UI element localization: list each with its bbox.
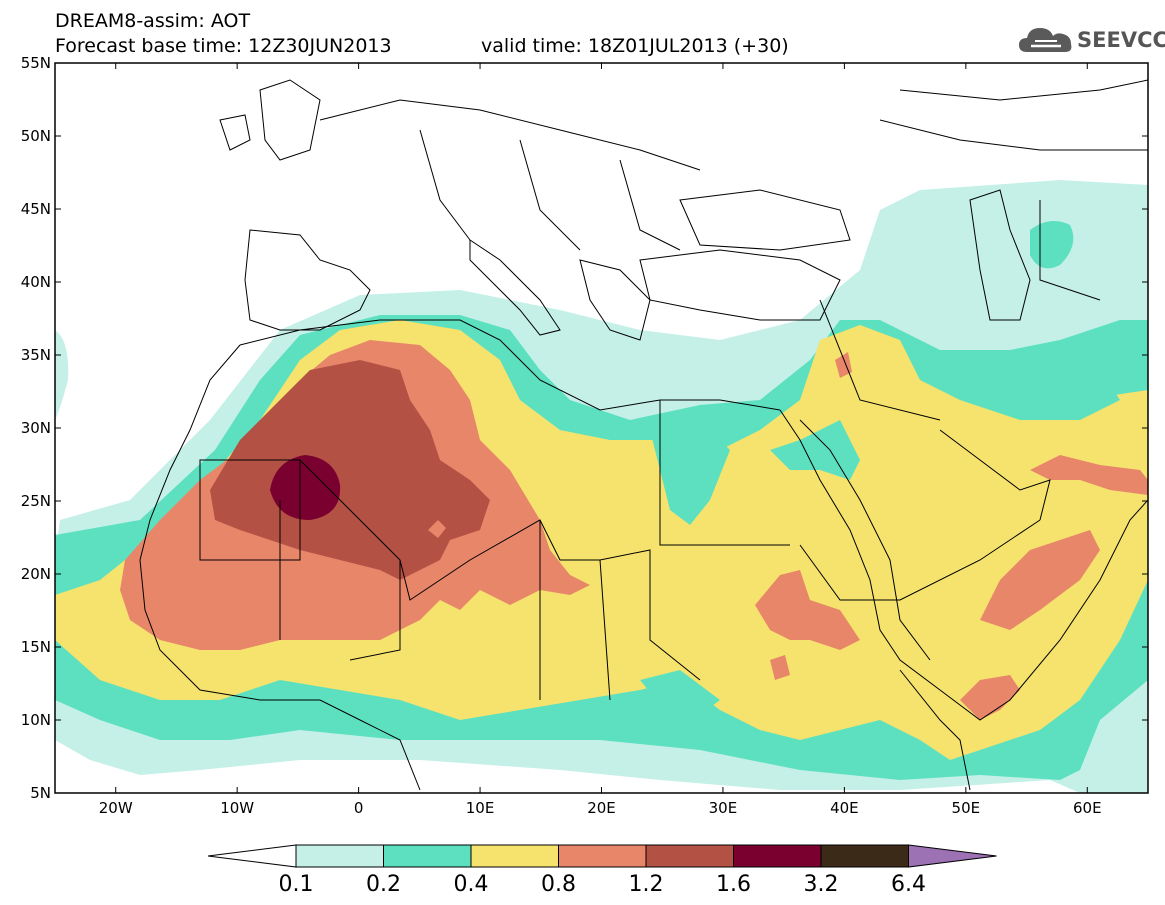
colorbar-max-arrow xyxy=(908,844,997,868)
seevccc-logo: SEEVCCC xyxy=(1017,22,1165,58)
lon-label: 20W xyxy=(99,799,133,817)
lat-label: 20N xyxy=(21,565,51,583)
colorbar-label: 0.2 xyxy=(366,872,401,897)
colorbar-label: 1.2 xyxy=(629,872,664,897)
aot-patch xyxy=(428,520,446,538)
colorbar-label: 3.2 xyxy=(804,872,839,897)
aot-patch xyxy=(755,570,860,650)
lat-label: 10N xyxy=(21,711,51,729)
lon-label: 10E xyxy=(466,799,495,817)
lon-label: 50E xyxy=(952,799,981,817)
lat-label: 30N xyxy=(21,419,51,437)
lat-label: 35N xyxy=(21,346,51,364)
aot-patch xyxy=(930,350,1120,420)
colorbar-label: 0.8 xyxy=(541,872,576,897)
colorbar-min-arrow xyxy=(207,844,297,868)
coastlines xyxy=(139,79,1148,791)
aot-patch xyxy=(640,670,720,715)
colorbar-label: 1.6 xyxy=(716,872,751,897)
aot-patch xyxy=(770,420,860,480)
lat-label: 5N xyxy=(30,784,51,802)
longitude-axis: 20W 10W 0 10E 20E 30E 40E 50E 60E xyxy=(99,63,1102,817)
lat-label: 45N xyxy=(21,200,51,218)
colorbar-segment xyxy=(820,844,909,868)
chart-title: DREAM8-assim: AOT xyxy=(55,10,251,32)
aot-patch xyxy=(650,420,730,525)
aot-field xyxy=(55,63,1148,793)
colorbar-segment xyxy=(645,844,734,868)
colorbar-segment xyxy=(383,844,472,868)
forecast-base-time: Forecast base time: 12Z30JUN2013 xyxy=(55,35,392,57)
aot-patch xyxy=(1030,221,1074,269)
lon-label: 60E xyxy=(1073,799,1102,817)
lon-label: 0 xyxy=(354,799,364,817)
lon-label: 20E xyxy=(587,799,616,817)
colorbar-label: 6.4 xyxy=(891,872,926,897)
lat-label: 15N xyxy=(21,638,51,656)
aot-patch xyxy=(980,530,1100,630)
colorbar-segment xyxy=(733,844,822,868)
lon-label: 30E xyxy=(709,799,738,817)
lon-label: 40E xyxy=(830,799,859,817)
colorbar-segment xyxy=(470,844,559,868)
latitude-axis: 55N 50N 45N 40N 35N 30N 25N 20N 15N 10N 5N xyxy=(21,54,1148,802)
colorbar: 0.1 0.2 0.4 0.8 1.2 1.6 3.2 6.4 xyxy=(207,844,997,897)
cloud-icon xyxy=(1019,28,1072,52)
lon-label: 10W xyxy=(220,799,254,817)
valid-time: valid time: 18Z01JUL2013 (+30) xyxy=(481,35,789,57)
aot-patch xyxy=(960,675,1020,720)
aot-patch xyxy=(770,655,790,680)
aot-patch xyxy=(1030,455,1148,495)
colorbar-segment xyxy=(558,844,647,868)
aot-patch xyxy=(835,352,852,378)
colorbar-label: 0.4 xyxy=(454,872,489,897)
colorbar-segment xyxy=(295,844,384,868)
colorbar-label: 0.1 xyxy=(279,872,314,897)
lat-label: 40N xyxy=(21,273,51,291)
logo-text: SEEVCCC xyxy=(1077,28,1165,52)
lat-label: 50N xyxy=(21,127,51,145)
aot-patch xyxy=(55,330,69,420)
aot-level-1.6 xyxy=(270,455,341,520)
lat-label: 25N xyxy=(21,492,51,510)
lat-label: 55N xyxy=(21,54,51,72)
